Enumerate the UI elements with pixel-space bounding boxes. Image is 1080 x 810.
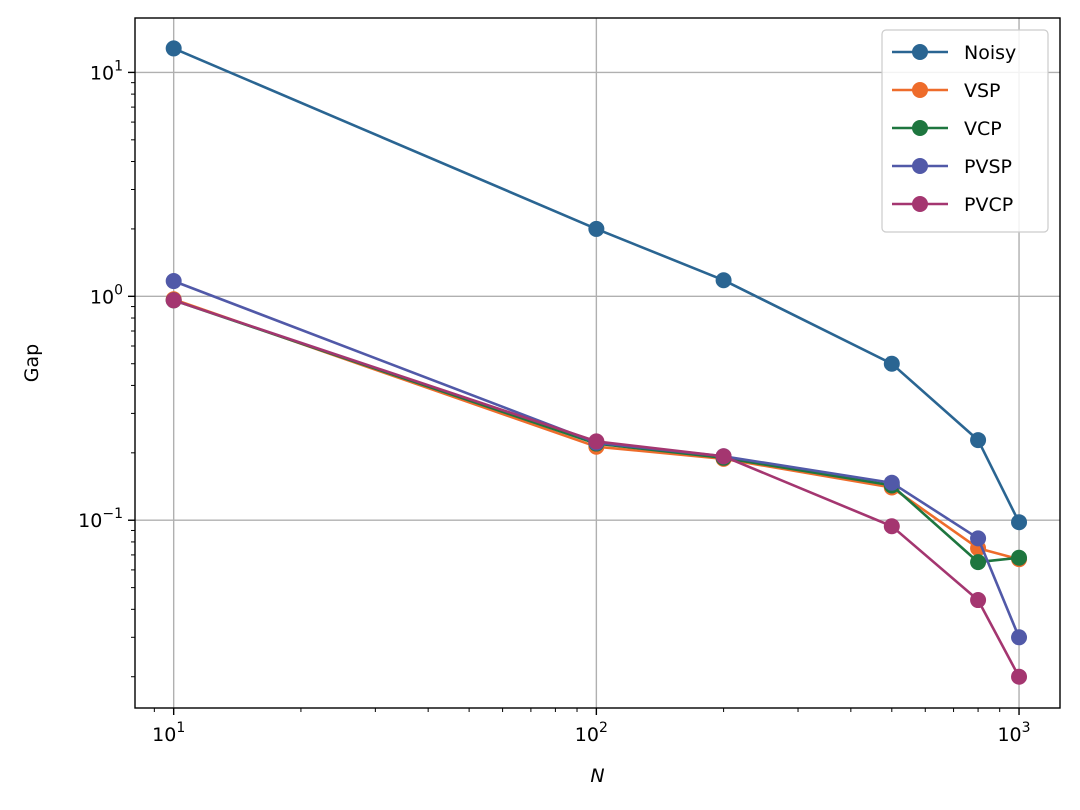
data-point-pvsp [970,530,987,547]
x-tick-label-2: 103 [997,720,1030,746]
legend-label-pvsp: PVSP [964,156,1012,178]
series-pvcp [165,292,1028,685]
series-line-noisy [173,47,1021,523]
y-axis-title: Gap [21,344,43,382]
legend-item-noisy: Noisy [892,42,1016,64]
data-point-pvcp [165,292,182,309]
data-point-pvcp [715,448,732,465]
legend-label-vcp: VCP [964,118,1002,140]
tick-labels: 101 102 103 10−1 100 101 [78,58,1030,746]
legend-swatch-marker [912,82,928,98]
legend-box [881,29,1049,233]
legend: Noisy VSP VCP PVSP PVCP [881,29,1049,233]
legend-item-pvsp: PVSP [892,156,1012,178]
data-point-noisy [970,432,987,449]
x-axis-title: N [590,765,604,787]
legend-swatch-marker [912,158,928,174]
legend-label-vsp: VSP [964,80,1001,102]
plot-frame [134,17,1061,709]
data-point-noisy [588,220,605,237]
data-point-vcp [970,554,987,571]
data-point-pvcp [883,518,900,535]
y-tick-label-2: 101 [90,58,123,84]
data-point-noisy [1011,514,1028,531]
data-point-pvsp [1011,629,1028,646]
data-point-noisy [883,355,900,372]
x-tick-label-1: 102 [575,720,608,746]
y-tick-label-0: 10−1 [78,506,123,532]
legend-swatch-marker [912,44,928,60]
legend-item-vsp: VSP [892,80,1001,102]
legend-label-pvcp: PVCP [964,194,1013,216]
data-point-pvsp [883,474,900,491]
x-tick-label-0: 101 [152,720,185,746]
series-noisy [165,40,1028,531]
series-line-pvcp [173,299,1021,678]
data-point-pvsp [165,273,182,290]
y-tick-label-1: 100 [90,282,123,308]
legend-item-pvcp: PVCP [892,194,1013,216]
data-point-pvcp [1011,668,1028,685]
legend-label-noisy: Noisy [964,42,1016,64]
legend-swatch-marker [912,196,928,212]
legend-item-vcp: VCP [892,118,1002,140]
data-point-pvcp [588,433,605,450]
series-layer [165,40,1028,685]
series-line-pvsp [173,279,1021,638]
major-ticks [128,71,1020,715]
data-point-pvcp [970,592,987,609]
data-point-noisy [715,272,732,289]
data-point-vcp [1011,549,1028,566]
legend-swatch-marker [912,120,928,136]
data-point-noisy [165,40,182,57]
